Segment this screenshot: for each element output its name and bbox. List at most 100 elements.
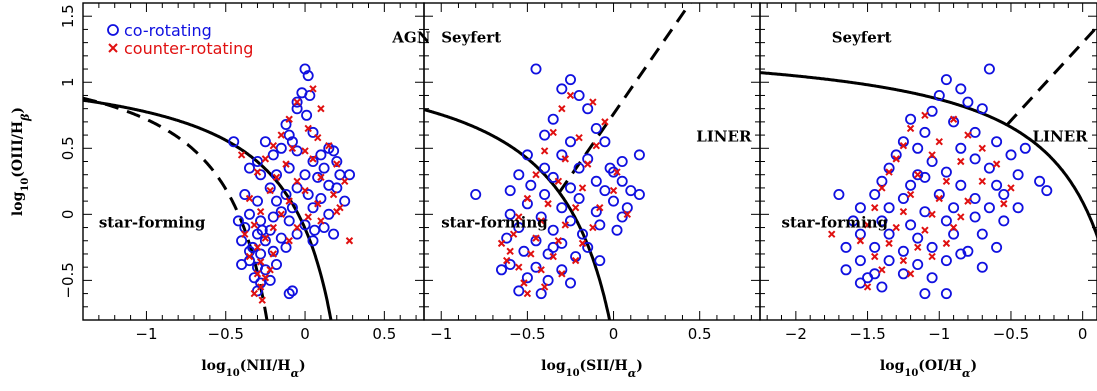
co-rotating-point xyxy=(876,215,888,227)
co-rotating-point xyxy=(280,119,292,131)
co-rotating-point xyxy=(291,96,303,108)
counter-rotating-point xyxy=(906,124,915,133)
counter-rotating-point xyxy=(333,207,341,216)
co-rotating-point xyxy=(625,185,637,197)
counter-rotating-point xyxy=(250,221,259,229)
counter-rotating-point xyxy=(345,237,354,245)
counter-rotating-point xyxy=(957,213,965,221)
co-rotating-point xyxy=(521,149,533,161)
panel-3-x-axis-label: log10(OI/Hα) xyxy=(880,358,977,380)
panel-1-solid-demarcation-line xyxy=(83,98,333,320)
panel-3-axes: −2 −1.5 −1 −0.5 0 xyxy=(759,2,1097,343)
co-rotating-point xyxy=(969,126,981,138)
co-rotating-point xyxy=(573,162,585,174)
co-rotating-point xyxy=(847,215,859,227)
co-rotating-point xyxy=(883,202,895,214)
co-rotating-point xyxy=(307,126,319,138)
co-rotating-point xyxy=(267,149,279,161)
counter-rotating-point xyxy=(304,213,312,221)
counter-rotating-point xyxy=(578,184,587,192)
counter-rotating-point xyxy=(589,223,597,232)
counter-rotating-point xyxy=(885,168,893,176)
co-rotating-point xyxy=(854,255,866,267)
counter-rotating-point xyxy=(269,223,278,232)
counter-rotating-point xyxy=(293,177,301,186)
co-rotating-point xyxy=(255,215,267,227)
co-rotating-point xyxy=(236,235,248,247)
co-rotating-point xyxy=(905,113,917,125)
co-rotating-point xyxy=(608,195,620,207)
co-rotating-point xyxy=(283,129,295,141)
co-rotating-point xyxy=(840,241,852,253)
co-rotating-point xyxy=(948,116,960,128)
counter-rotating-point xyxy=(578,239,587,248)
counter-rotating-point xyxy=(571,256,580,265)
co-rotating-point xyxy=(897,245,909,257)
co-rotating-point xyxy=(286,285,298,297)
panel-1-axes: −1 −0.5 0 0.5 −0.5 0 0.5 1 1.5 xyxy=(59,2,425,343)
co-rotating-point xyxy=(267,245,279,257)
counter-rotating-point xyxy=(523,289,532,298)
counter-rotating-point xyxy=(558,270,566,278)
counter-rotating-point xyxy=(544,200,552,208)
counter-rotating-point xyxy=(515,263,523,271)
co-rotating-point xyxy=(1034,175,1046,187)
co-rotating-point xyxy=(283,162,295,174)
counter-rotating-point xyxy=(899,141,908,150)
co-rotating-point xyxy=(577,228,589,240)
counter-rotating-point xyxy=(241,230,249,238)
co-rotating-point xyxy=(513,169,525,181)
co-rotating-point xyxy=(926,272,938,284)
counter-rotating-point xyxy=(906,190,915,199)
panel-3-frame xyxy=(759,2,1097,321)
co-rotating-point xyxy=(962,245,974,257)
counter-rotating-point xyxy=(503,256,511,265)
co-rotating-point xyxy=(275,232,287,244)
co-rotating-point xyxy=(940,166,952,178)
co-rotating-point xyxy=(530,235,542,247)
co-rotating-point xyxy=(633,149,645,161)
co-rotating-point xyxy=(530,63,542,75)
counter-rotating-point xyxy=(269,250,278,258)
co-rotating-point xyxy=(318,162,330,174)
x-tick-label: −2 xyxy=(785,325,807,343)
co-rotating-point xyxy=(291,145,303,157)
counter-rotating-point xyxy=(566,91,575,100)
x-tick-label: 0.5 xyxy=(372,325,396,343)
co-rotating-point xyxy=(315,149,327,161)
co-rotating-point xyxy=(604,162,616,174)
co-rotating-point xyxy=(299,169,311,181)
counter-rotating-point xyxy=(256,207,265,216)
counter-rotating-point xyxy=(497,239,506,248)
panel-3-solid-demarcation-line xyxy=(760,71,1097,241)
co-rotating-point xyxy=(318,221,330,233)
co-rotating-point xyxy=(255,248,267,260)
counter-rotating-point xyxy=(878,266,886,274)
co-rotating-point xyxy=(307,202,319,214)
counter-rotating-point xyxy=(914,171,922,179)
panel-2-x-axis-label: log10(SII/Hα) xyxy=(541,358,643,380)
co-rotating-point xyxy=(547,224,559,236)
co-rotating-point xyxy=(854,228,866,240)
counter-rotating-point xyxy=(309,155,317,163)
co-rotating-point xyxy=(513,221,525,233)
counter-rotating-point xyxy=(304,124,312,133)
counter-rotating-point xyxy=(261,234,270,242)
co-rotating-point xyxy=(1041,185,1053,197)
co-rotating-point xyxy=(840,264,852,276)
panel-2-axes: −1 −0.5 0 0.5 xyxy=(423,2,761,343)
co-rotating-point xyxy=(969,211,981,223)
counter-rotating-point xyxy=(957,157,965,166)
co-rotating-point xyxy=(616,211,628,223)
co-rotating-point xyxy=(955,142,967,154)
co-rotating-point xyxy=(556,83,568,95)
co-rotating-point xyxy=(869,188,881,200)
co-rotating-point xyxy=(991,241,1003,253)
co-rotating-point xyxy=(919,288,931,300)
co-rotating-point xyxy=(283,215,295,227)
counter-rotating-point xyxy=(549,252,557,261)
counter-rotating-point xyxy=(532,171,540,179)
co-rotating-point xyxy=(302,70,314,82)
counter-rotating-point xyxy=(261,155,270,163)
co-rotating-point xyxy=(1012,169,1024,181)
